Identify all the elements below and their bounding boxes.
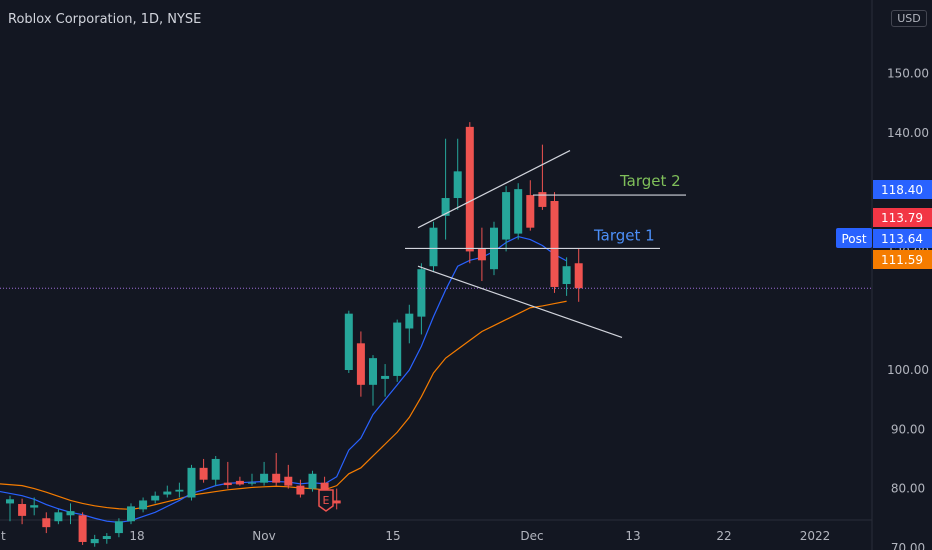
y-tick-label: 90.00 — [891, 422, 925, 436]
price-label-text: 113.79 — [881, 211, 923, 225]
lower-trendline — [417, 265, 623, 338]
candle-body — [538, 192, 547, 207]
y-tick-label: 80.00 — [891, 482, 925, 496]
x-tick-label: Dec — [520, 529, 543, 543]
candle-body — [102, 536, 111, 540]
price-label-text: 118.40 — [881, 183, 923, 197]
price-labels: 118.40 113.79 113.64 Post 111.59 — [836, 180, 932, 269]
x-tick-label: 18 — [129, 529, 144, 543]
candle-body — [139, 500, 148, 510]
candle-body — [284, 476, 293, 486]
drawings: Target 1 Target 2 E — [0, 150, 872, 512]
y-tick-label: 100.00 — [887, 363, 929, 377]
target-2-label: Target 2 — [619, 172, 681, 190]
x-tick-label: Nov — [252, 529, 275, 543]
earnings-marker-label: E — [323, 494, 330, 507]
y-tick-label: 70.00 — [891, 541, 925, 550]
candle-body — [369, 358, 377, 385]
x-tick-label: 22 — [716, 529, 731, 543]
candle-body — [272, 473, 281, 483]
candle-body — [465, 126, 474, 252]
candle-body — [429, 227, 438, 267]
y-tick-label: 150.00 — [887, 67, 929, 81]
candle-body — [526, 195, 535, 228]
price-label-bg — [873, 208, 932, 227]
candle-body — [550, 200, 559, 287]
candle-body — [199, 467, 208, 480]
candle-body — [248, 482, 256, 484]
candle-body — [344, 313, 353, 370]
candle-body — [54, 512, 63, 522]
candle-body — [6, 499, 14, 504]
y-tick-label: 140.00 — [887, 126, 929, 140]
candle-body — [90, 539, 99, 544]
candle-body — [381, 375, 390, 379]
candle-body — [453, 171, 462, 199]
price-label-text: 111.59 — [881, 253, 923, 267]
ma-slow-line — [0, 300, 567, 510]
price-label-text: 113.64 — [881, 232, 923, 246]
upper-trendline — [417, 150, 571, 229]
x-tick-label: t — [1, 529, 6, 543]
candle-body — [393, 322, 402, 376]
candle-body — [175, 489, 184, 492]
post-tag-bg — [836, 228, 872, 248]
candle-body — [417, 269, 426, 317]
candle-body — [296, 485, 305, 495]
price-label-bg — [873, 250, 932, 269]
x-axis: t 18 Nov 15 Dec 13 22 2022 — [0, 519, 872, 543]
candle-body — [127, 506, 135, 522]
candle-body — [405, 313, 414, 329]
x-tick-label: 15 — [385, 529, 400, 543]
candle-body — [78, 515, 87, 542]
candle-body — [223, 482, 232, 486]
currency-badge[interactable]: USD — [891, 10, 927, 27]
price-label-bg — [873, 180, 932, 199]
candle-body — [356, 343, 365, 385]
y-axis: 150.00140.00130.00120.00100.0090.0080.00… — [871, 0, 929, 550]
candle-body — [441, 198, 450, 216]
candle-body — [562, 266, 571, 285]
candle-body — [18, 504, 27, 516]
candle-body — [514, 189, 523, 234]
candle-body — [574, 263, 583, 289]
x-tick-label: 13 — [625, 529, 640, 543]
post-tag-label: Post — [841, 232, 866, 246]
candle-body — [114, 521, 123, 534]
candle-body — [235, 480, 244, 485]
candles — [6, 122, 583, 547]
candle-body — [42, 518, 51, 528]
chart-title: Roblox Corporation, 1D, NYSE — [8, 12, 202, 27]
candle-body — [211, 458, 220, 480]
candle-body — [151, 495, 160, 501]
candle-body — [332, 500, 341, 504]
candle-body — [163, 491, 172, 495]
candle-body — [66, 511, 75, 516]
candle-body — [502, 192, 511, 240]
target-1-label: Target 1 — [593, 226, 655, 244]
x-tick-label: 2022 — [800, 529, 831, 543]
candle-body — [477, 248, 486, 261]
candle-body — [308, 473, 317, 489]
price-label-bg — [873, 229, 932, 248]
candle-body — [30, 505, 39, 508]
candle-body — [260, 473, 269, 483]
earnings-marker-icon — [318, 489, 334, 512]
candle-body — [187, 467, 196, 498]
